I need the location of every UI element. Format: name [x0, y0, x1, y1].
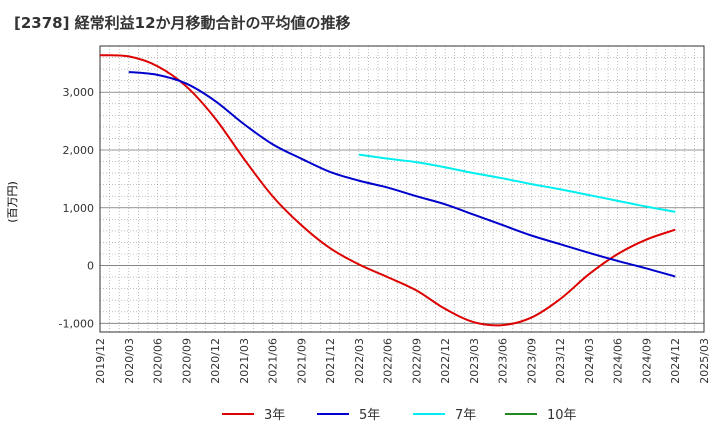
x-tick-label: 2021/09 [295, 338, 308, 384]
x-tick-label: 2023/12 [554, 338, 567, 384]
x-tick-label: 2025/03 [698, 338, 711, 384]
x-tick-label: 2023/06 [497, 338, 510, 384]
legend-label: 7年 [455, 408, 476, 423]
x-tick-label: 2022/12 [439, 338, 452, 384]
x-tick-label: 2022/09 [410, 338, 423, 384]
legend: 3年 5年 7年 10年 [222, 408, 577, 423]
grid-lines [99, 46, 705, 332]
x-tick-label: 2022/03 [353, 338, 366, 384]
y-tick-label: -1,000 [59, 317, 94, 330]
x-tick-label: 2024/03 [583, 338, 596, 384]
x-tick-label: 2024/09 [640, 338, 653, 384]
y-tick-label: 2,000 [63, 144, 95, 157]
x-tick-label: 2023/03 [468, 338, 481, 384]
y-tick-label: 1,000 [63, 202, 95, 215]
x-tick-label: 2020/06 [152, 338, 165, 384]
x-tick-label: 2020/09 [180, 338, 193, 384]
x-tick-label: 2024/06 [612, 338, 625, 384]
series-lines [99, 54, 676, 327]
series-line-0 [99, 54, 676, 327]
x-tick-label: 2022/06 [382, 338, 395, 384]
legend-label: 3年 [264, 408, 285, 423]
x-tick-label: 2023/09 [525, 338, 538, 384]
y-axis-label: (百万円) [6, 181, 19, 223]
x-tick-label: 2021/12 [324, 338, 337, 384]
legend-label: 10年 [547, 408, 577, 423]
series-line-2 [358, 153, 676, 213]
y-tick-label: 3,000 [63, 86, 95, 99]
y-axis-ticks: -1,000 0 1,000 2,000 3,000 [59, 86, 94, 330]
x-tick-label: 2024/12 [669, 338, 682, 384]
series-line-1 [128, 71, 676, 278]
x-tick-label: 2020/12 [209, 338, 222, 384]
x-tick-label: 2019/12 [94, 338, 107, 384]
y-tick-label: 0 [87, 260, 94, 273]
x-tick-label: 2020/03 [123, 338, 136, 384]
legend-label: 5年 [359, 408, 380, 423]
chart-title: [2378] 経常利益12か月移動合計の平均値の推移 [14, 14, 351, 32]
plot-frame [99, 45, 705, 333]
x-axis-ticks: 2019/12 2020/03 2020/06 2020/09 2020/12 2021/… [94, 338, 711, 384]
x-tick-label: 2021/03 [238, 338, 251, 384]
x-tick-label: 2021/06 [267, 338, 280, 384]
